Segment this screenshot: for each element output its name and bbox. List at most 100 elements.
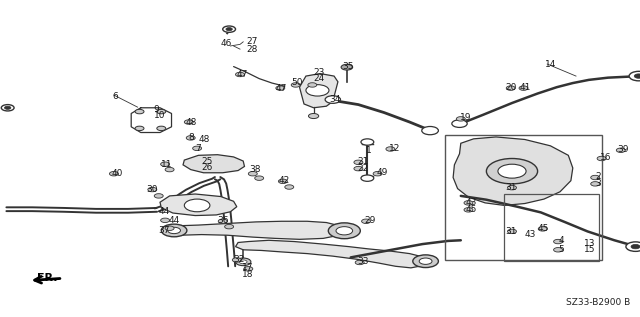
Text: 43: 43 — [525, 230, 536, 239]
Circle shape — [186, 136, 195, 140]
Text: 1: 1 — [366, 146, 372, 155]
Text: 24: 24 — [314, 74, 325, 83]
Text: 41: 41 — [520, 83, 531, 92]
Circle shape — [276, 86, 285, 90]
Circle shape — [508, 229, 516, 234]
Circle shape — [498, 164, 526, 178]
Text: 18: 18 — [242, 270, 253, 279]
Circle shape — [154, 194, 163, 198]
Circle shape — [361, 139, 374, 145]
Circle shape — [226, 28, 232, 31]
Circle shape — [616, 148, 625, 152]
Circle shape — [386, 147, 395, 151]
Circle shape — [597, 156, 606, 161]
Text: 31: 31 — [506, 183, 517, 191]
Text: 44: 44 — [168, 216, 180, 225]
Text: 29: 29 — [365, 216, 376, 225]
Circle shape — [355, 260, 364, 265]
Circle shape — [591, 175, 600, 180]
Text: 40: 40 — [112, 169, 124, 178]
Polygon shape — [160, 194, 237, 216]
Text: 50: 50 — [291, 78, 303, 87]
Circle shape — [239, 260, 247, 264]
Text: 2: 2 — [595, 172, 601, 181]
Circle shape — [519, 86, 528, 90]
Circle shape — [165, 167, 174, 172]
Text: 30: 30 — [146, 185, 157, 194]
Circle shape — [554, 239, 563, 244]
Circle shape — [506, 86, 515, 90]
Circle shape — [255, 176, 264, 180]
Circle shape — [452, 120, 467, 127]
Text: 19: 19 — [460, 113, 471, 122]
Text: 47: 47 — [275, 84, 287, 93]
Circle shape — [157, 109, 166, 114]
Circle shape — [161, 224, 187, 237]
Text: 42: 42 — [278, 176, 290, 185]
Circle shape — [232, 258, 241, 262]
Circle shape — [157, 126, 166, 131]
Circle shape — [161, 162, 170, 166]
Circle shape — [631, 244, 640, 249]
Text: 48: 48 — [186, 118, 197, 126]
Text: 26: 26 — [202, 163, 213, 172]
Circle shape — [184, 199, 210, 212]
Text: 45: 45 — [466, 205, 477, 214]
Text: 11: 11 — [161, 160, 173, 169]
Circle shape — [354, 166, 363, 171]
Text: 14: 14 — [545, 60, 557, 68]
Text: 6: 6 — [112, 92, 118, 101]
Text: 47: 47 — [237, 70, 248, 79]
Circle shape — [325, 96, 340, 103]
Circle shape — [218, 219, 227, 223]
Text: 17: 17 — [242, 263, 253, 272]
Text: 35: 35 — [342, 62, 354, 71]
Text: 38: 38 — [250, 165, 261, 174]
Circle shape — [135, 126, 144, 131]
Text: 46: 46 — [221, 39, 232, 48]
Text: 12: 12 — [389, 144, 401, 153]
Text: 39: 39 — [618, 145, 629, 154]
Circle shape — [248, 171, 257, 176]
Text: 21: 21 — [357, 157, 369, 166]
Text: 16: 16 — [600, 153, 612, 162]
Circle shape — [148, 187, 157, 192]
Text: 10: 10 — [154, 111, 165, 120]
Circle shape — [168, 227, 180, 234]
Circle shape — [413, 255, 438, 268]
Circle shape — [193, 146, 202, 151]
Circle shape — [354, 160, 363, 165]
Circle shape — [538, 227, 547, 231]
Circle shape — [456, 117, 465, 121]
Text: 48: 48 — [198, 135, 210, 144]
Circle shape — [336, 227, 353, 235]
Text: 3: 3 — [595, 179, 601, 188]
Circle shape — [464, 201, 473, 205]
Circle shape — [308, 83, 317, 87]
Text: 33: 33 — [357, 257, 369, 266]
Text: 31: 31 — [506, 227, 517, 236]
Text: 8: 8 — [189, 133, 195, 142]
Text: 4: 4 — [558, 236, 564, 245]
Polygon shape — [300, 74, 338, 108]
Text: SZ33-B2900 B: SZ33-B2900 B — [566, 298, 630, 307]
Text: 28: 28 — [246, 45, 258, 54]
Text: 13: 13 — [584, 239, 595, 248]
Circle shape — [308, 113, 319, 119]
Text: 44: 44 — [159, 207, 170, 216]
Polygon shape — [453, 137, 573, 205]
Circle shape — [109, 171, 118, 176]
Circle shape — [591, 182, 600, 186]
Text: 9: 9 — [154, 105, 159, 114]
Text: 25: 25 — [202, 157, 213, 165]
Circle shape — [236, 72, 244, 77]
Polygon shape — [183, 155, 244, 173]
Circle shape — [464, 208, 473, 212]
Circle shape — [223, 26, 236, 32]
Text: FR.: FR. — [37, 273, 58, 283]
Text: 5: 5 — [558, 245, 564, 254]
Circle shape — [291, 83, 300, 87]
Text: 20: 20 — [506, 83, 517, 92]
Circle shape — [165, 226, 174, 230]
Circle shape — [626, 242, 640, 251]
